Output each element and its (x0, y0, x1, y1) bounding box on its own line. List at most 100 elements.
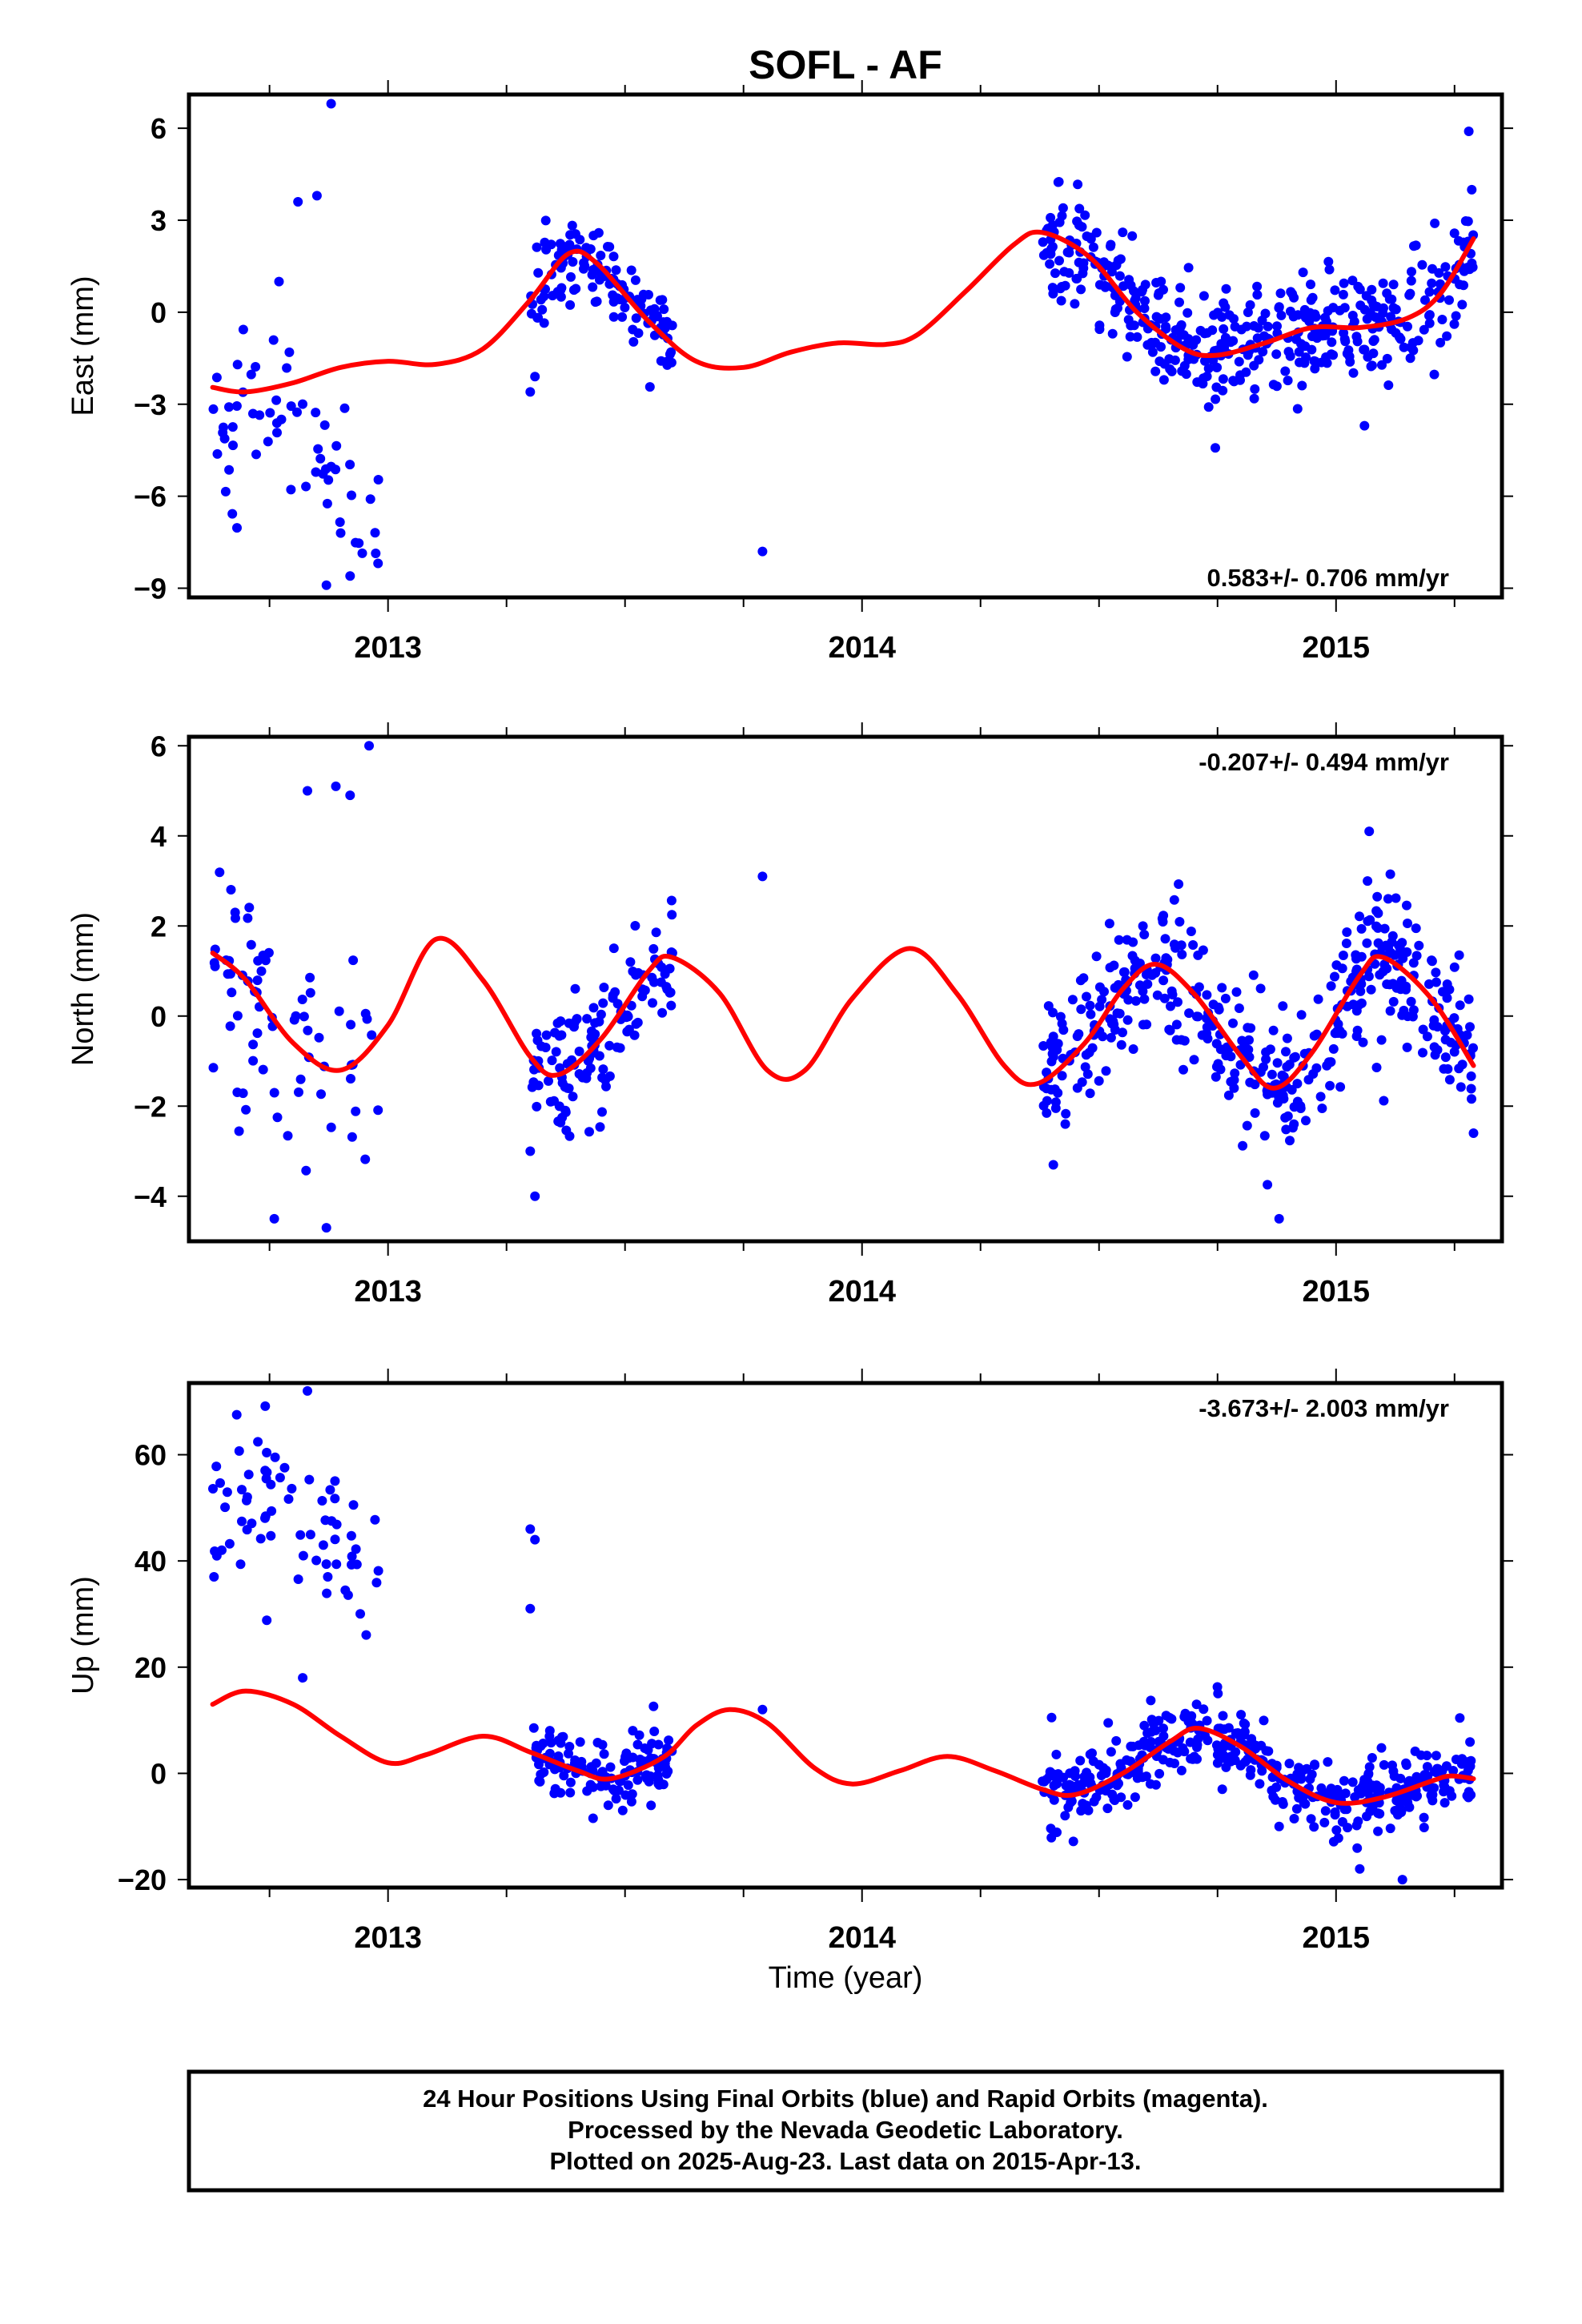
data-point (1154, 1768, 1165, 1779)
data-point (1219, 324, 1229, 334)
data-point (611, 265, 621, 275)
data-point (279, 1462, 290, 1473)
data-point (1170, 355, 1180, 365)
data-point (588, 231, 599, 241)
data-point (1414, 940, 1424, 951)
data-point (347, 1551, 357, 1562)
data-point (1158, 1723, 1168, 1734)
data-point (1332, 1784, 1343, 1795)
data-point (1466, 1084, 1476, 1094)
y-axis-label: North (mm) (66, 912, 100, 1066)
data-point (1391, 1795, 1402, 1806)
data-point (656, 356, 666, 366)
data-point (1371, 1063, 1382, 1072)
data-point (1169, 939, 1179, 950)
data-point (548, 291, 558, 301)
data-point (638, 289, 648, 300)
data-point (321, 1559, 331, 1570)
data-point (253, 1437, 263, 1447)
data-point (1146, 337, 1157, 348)
data-point (311, 467, 321, 477)
data-point (208, 404, 219, 414)
data-point (1064, 247, 1074, 258)
data-point (1176, 330, 1186, 340)
data-point (1070, 299, 1080, 309)
data-point (1253, 323, 1263, 333)
data-point (1129, 286, 1138, 296)
data-point (224, 464, 235, 475)
data-point (357, 548, 367, 558)
data-point (1402, 900, 1411, 911)
data-point (597, 1107, 607, 1117)
data-point (364, 741, 374, 751)
data-point (1464, 264, 1475, 275)
data-point (608, 251, 619, 262)
data-point (321, 580, 331, 590)
data-point (1203, 402, 1214, 412)
data-point (544, 1726, 555, 1736)
data-point (666, 347, 677, 357)
data-point (1189, 1055, 1199, 1065)
data-point (1440, 1052, 1451, 1063)
data-point (1276, 310, 1287, 320)
data-point (1263, 1746, 1274, 1756)
data-point (630, 921, 640, 931)
data-point (1078, 263, 1089, 273)
data-point (528, 1723, 539, 1733)
data-point (608, 943, 619, 954)
data-point (527, 1082, 537, 1092)
data-point (1379, 1096, 1389, 1106)
data-point (667, 320, 677, 331)
data-point (666, 357, 677, 368)
data-point (628, 324, 638, 335)
data-point (1138, 921, 1148, 931)
data-point (1237, 1035, 1247, 1046)
data-point (211, 372, 222, 383)
data-point (1387, 931, 1398, 941)
data-point (1186, 927, 1196, 936)
data-point (1406, 996, 1416, 1007)
data-point (1132, 1773, 1142, 1783)
data-point (1220, 993, 1231, 1003)
data-point (1327, 337, 1337, 348)
data-point (1085, 1000, 1095, 1011)
data-point (1181, 369, 1191, 380)
data-point (596, 251, 606, 260)
data-point (625, 957, 636, 967)
data-point (1124, 275, 1134, 285)
data-point (556, 285, 566, 296)
data-point (1249, 393, 1259, 404)
data-point (1467, 1094, 1476, 1104)
data-point (1427, 1795, 1438, 1806)
data-point (1242, 1120, 1252, 1131)
data-point (575, 235, 585, 245)
data-point (1313, 994, 1323, 1004)
data-point (234, 1445, 244, 1456)
plot-frame (187, 92, 1504, 600)
data-point (1419, 1823, 1429, 1832)
data-point (1417, 259, 1427, 270)
y-tick-label: −20 (118, 1864, 167, 1896)
data-point (1323, 256, 1334, 267)
data-point (1465, 1022, 1475, 1032)
data-point (1212, 1682, 1223, 1692)
data-point (603, 1800, 613, 1811)
data-point (1259, 1062, 1268, 1072)
data-point (1366, 361, 1376, 372)
data-point (361, 1630, 371, 1640)
data-point (1139, 994, 1150, 1004)
data-point (1466, 1071, 1476, 1081)
panel-up: 2013 2014 2015 60 40 20 0 −20 Up (mm) -3.673+/- 2… (66, 1369, 1513, 1955)
data-point (1217, 1784, 1227, 1795)
data-point (550, 1783, 560, 1794)
data-point (1057, 1071, 1067, 1081)
data-point (1285, 1136, 1295, 1146)
model-curve (210, 1688, 1476, 1806)
data-point (1108, 1016, 1118, 1027)
data-point (211, 1550, 222, 1561)
panel-east: 2013 2014 2015 6 3 0 −3 −6 −9 East (mm) 0.583+/- 0… (66, 80, 1513, 665)
data-point (1055, 283, 1066, 294)
y-tick-label: −2 (134, 1090, 167, 1123)
data-point (323, 1572, 333, 1582)
data-point (238, 1088, 248, 1099)
